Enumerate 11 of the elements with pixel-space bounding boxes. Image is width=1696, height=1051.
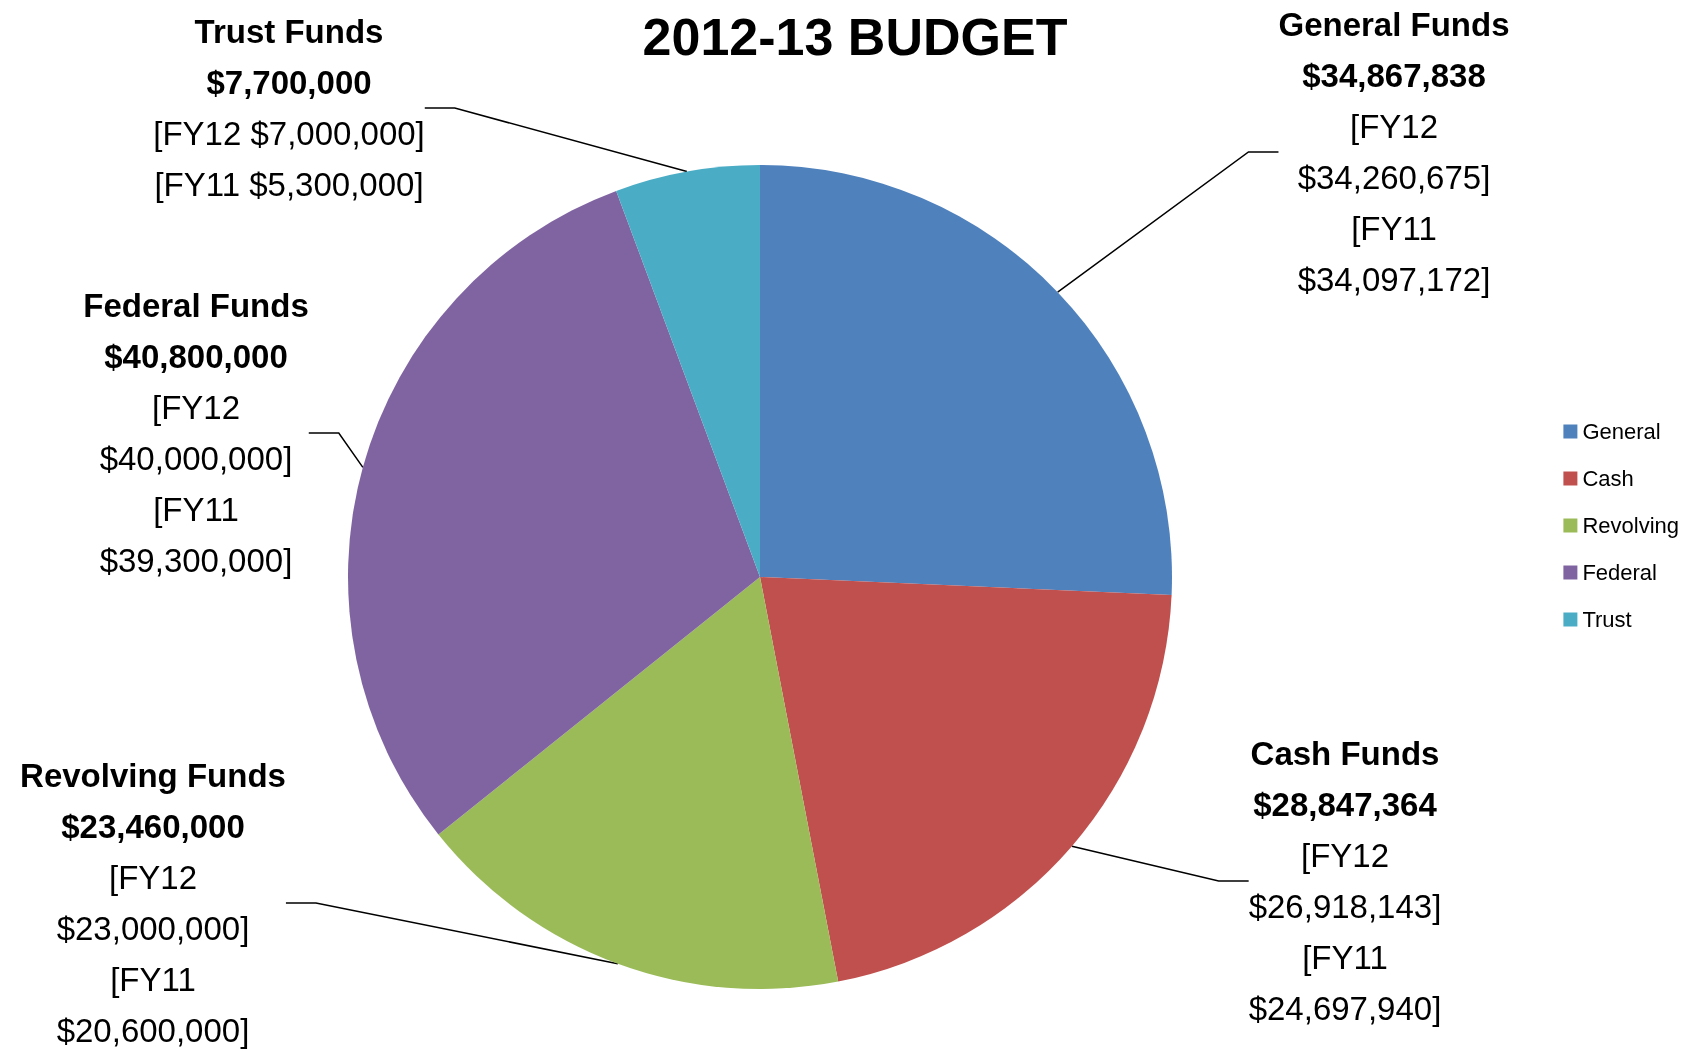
data-label: Trust Funds $7,700,000 [FY12 $7,000,000] [FY11 $5,300,000] <box>153 13 425 203</box>
chart-title: 2012-13 BUDGET <box>642 8 1068 66</box>
data-label: General Funds $34,867,838 [FY12 $34,260,675] [FY11 $34,097,172] <box>1278 6 1510 298</box>
legend-label: General <box>1582 419 1661 444</box>
data-label: Revolving Funds $23,460,000 [FY12 $23,000,000] [FY11 $20,600,000] <box>20 757 286 1049</box>
legend-label: Trust <box>1582 607 1632 632</box>
legend-label: Federal <box>1582 560 1657 585</box>
legend-label: Cash <box>1582 466 1634 491</box>
legend-label: Revolving <box>1582 513 1679 538</box>
data-label: Federal Funds $40,800,000 [FY12 $40,000,000] [FY11 $39,300,000] <box>83 287 309 579</box>
data-label: Cash Funds $28,847,364 [FY12 $26,918,143] [FY11 $24,697,940] <box>1248 735 1442 1027</box>
